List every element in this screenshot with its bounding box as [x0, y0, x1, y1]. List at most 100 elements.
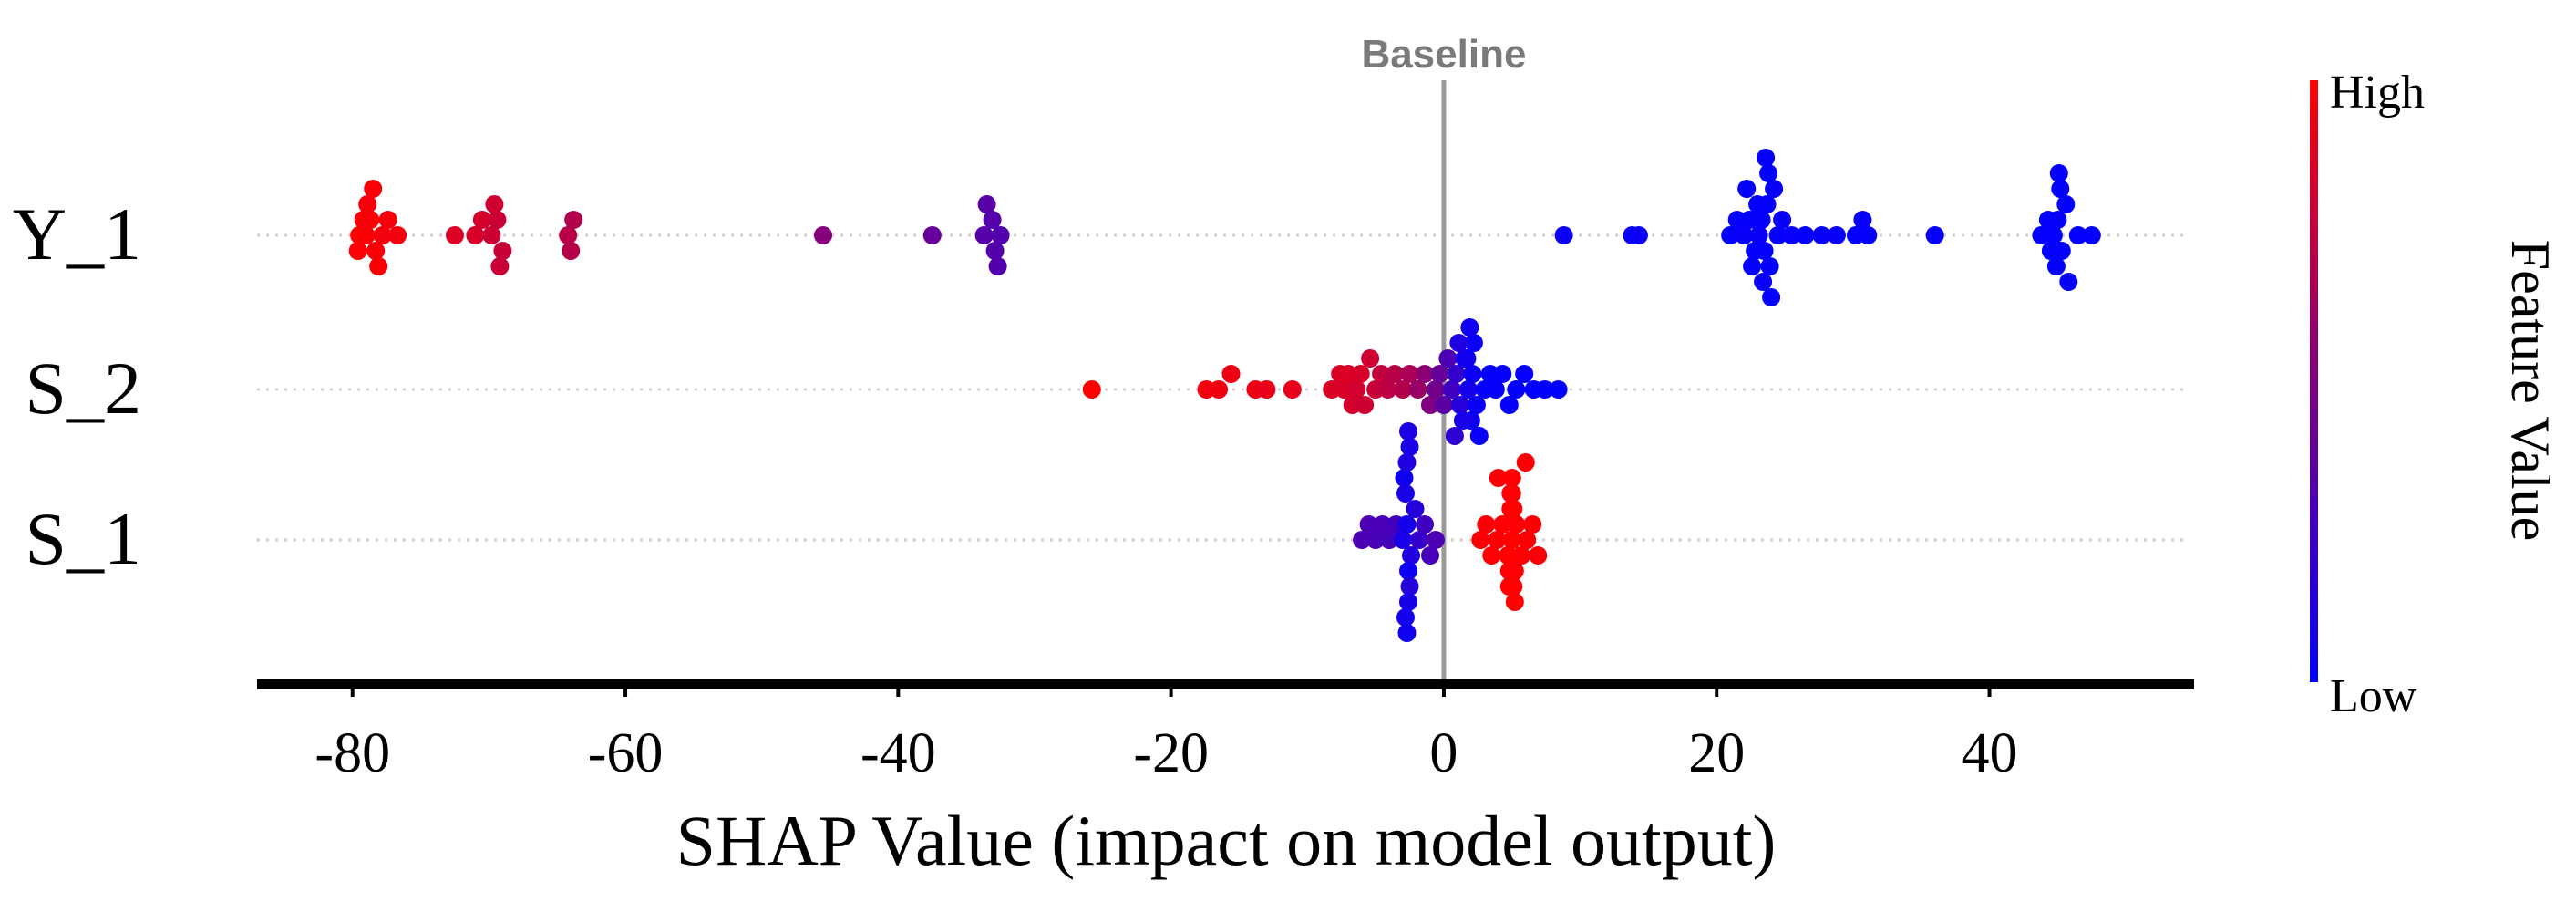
shap-point: [1469, 427, 1489, 445]
shap-point: [1400, 365, 1419, 383]
shap-point: [1434, 396, 1453, 414]
shap-point: [1796, 226, 1815, 244]
x-tick-label: -20: [1133, 722, 1209, 784]
shap-point: [1427, 380, 1445, 399]
shap-point: [1458, 380, 1478, 399]
shap-point: [1515, 365, 1534, 383]
shap-point: [1499, 577, 1519, 596]
shap-point: [1396, 484, 1415, 503]
shap-point: [1438, 349, 1458, 368]
shap-point: [1445, 427, 1464, 445]
colorbar-title: Feature Value: [2500, 240, 2561, 541]
shap-point: [1210, 380, 1228, 399]
shap-point: [1518, 531, 1537, 549]
shap-point: [1501, 484, 1520, 503]
shap-point: [1499, 396, 1519, 414]
shap-point: [1450, 396, 1469, 414]
shap-point: [1397, 515, 1417, 534]
x-tick-label: 20: [1688, 722, 1745, 784]
shap-point: [1458, 349, 1477, 368]
shap-point: [1827, 226, 1846, 244]
x-tick-label: 0: [1429, 722, 1458, 784]
shap-point: [1408, 380, 1427, 399]
shap-point: [1378, 380, 1397, 399]
shap-point: [1516, 453, 1535, 472]
shap-point: [1504, 500, 1523, 518]
shap-point: [348, 242, 367, 260]
shap-point: [2044, 226, 2063, 244]
shap-point: [1735, 226, 1754, 244]
shap-point: [1493, 365, 1512, 383]
shap-point: [485, 195, 504, 213]
shap-point: [1782, 226, 1801, 244]
shap-point: [559, 226, 578, 244]
shap-point: [366, 242, 386, 260]
shap-point: [1749, 226, 1768, 244]
shap-point: [1760, 257, 1779, 275]
shap-point: [358, 195, 377, 213]
shap-point: [1453, 411, 1472, 430]
shap-point: [988, 257, 1007, 275]
shap-point: [446, 226, 464, 244]
shap-point: [1421, 396, 1439, 414]
shap-point: [977, 195, 996, 213]
shap-point: [1755, 242, 1774, 260]
shap-point: [1347, 380, 1366, 399]
shap-point: [1523, 515, 1542, 534]
shap-point: [488, 211, 507, 229]
shap-point: [354, 211, 373, 229]
shap-point: [369, 257, 388, 275]
shap-point: [1554, 226, 1573, 244]
shap-point: [490, 257, 510, 275]
shap-point: [1859, 226, 1878, 244]
shap-point: [2059, 273, 2078, 291]
feature-guide-lines: [257, 233, 2188, 542]
shap-point: [1505, 593, 1524, 611]
shap-point: [1743, 257, 1762, 275]
shap-point: [1535, 380, 1554, 399]
feature-label-s-2: S_2: [25, 347, 141, 430]
data-points: [348, 149, 2101, 642]
shap-point: [983, 211, 1002, 229]
x-tick-label: -60: [588, 722, 664, 784]
shap-point: [1430, 365, 1449, 383]
shap-point: [1283, 380, 1302, 399]
shap-point: [1477, 515, 1496, 534]
x-tick-label: -40: [860, 722, 936, 784]
shap-point: [1499, 546, 1518, 565]
shap-point: [1853, 211, 1872, 229]
shap-point: [1351, 365, 1370, 383]
shap-point: [1402, 546, 1420, 565]
x-axis-title: SHAP Value (impact on model output): [676, 801, 1777, 880]
shap-point: [356, 226, 376, 244]
shap-point: [1406, 500, 1425, 518]
shap-point: [1629, 226, 1648, 244]
shap-point: [1737, 180, 1757, 198]
shap-point: [1502, 531, 1521, 549]
x-tick-label: -80: [314, 722, 390, 784]
colorbar-high-label: High: [2330, 67, 2425, 119]
shap-point: [1493, 515, 1512, 534]
shap-point: [2041, 242, 2060, 260]
feature-labels: Y_1 S_2 S_1: [13, 192, 141, 580]
shap-point: [1507, 515, 1526, 534]
shap-point: [1221, 365, 1241, 383]
shap-point: [1757, 149, 1776, 167]
shap-point: [1257, 380, 1276, 399]
shap-point: [2046, 257, 2066, 275]
shap-point: [1416, 365, 1434, 383]
shap-point: [1366, 531, 1386, 549]
shap-point: [1410, 531, 1428, 549]
shap-point: [466, 226, 485, 244]
shap-point: [2068, 226, 2087, 244]
feature-label-s-1: S_1: [25, 497, 141, 580]
shap-point: [1399, 422, 1417, 441]
shap-point: [1464, 334, 1483, 352]
shap-point: [1359, 515, 1378, 534]
shap-point: [1549, 380, 1568, 399]
shap-point: [1395, 469, 1414, 487]
shap-point: [1396, 608, 1415, 627]
shap-point: [1925, 226, 1944, 244]
shap-point: [1471, 531, 1490, 549]
